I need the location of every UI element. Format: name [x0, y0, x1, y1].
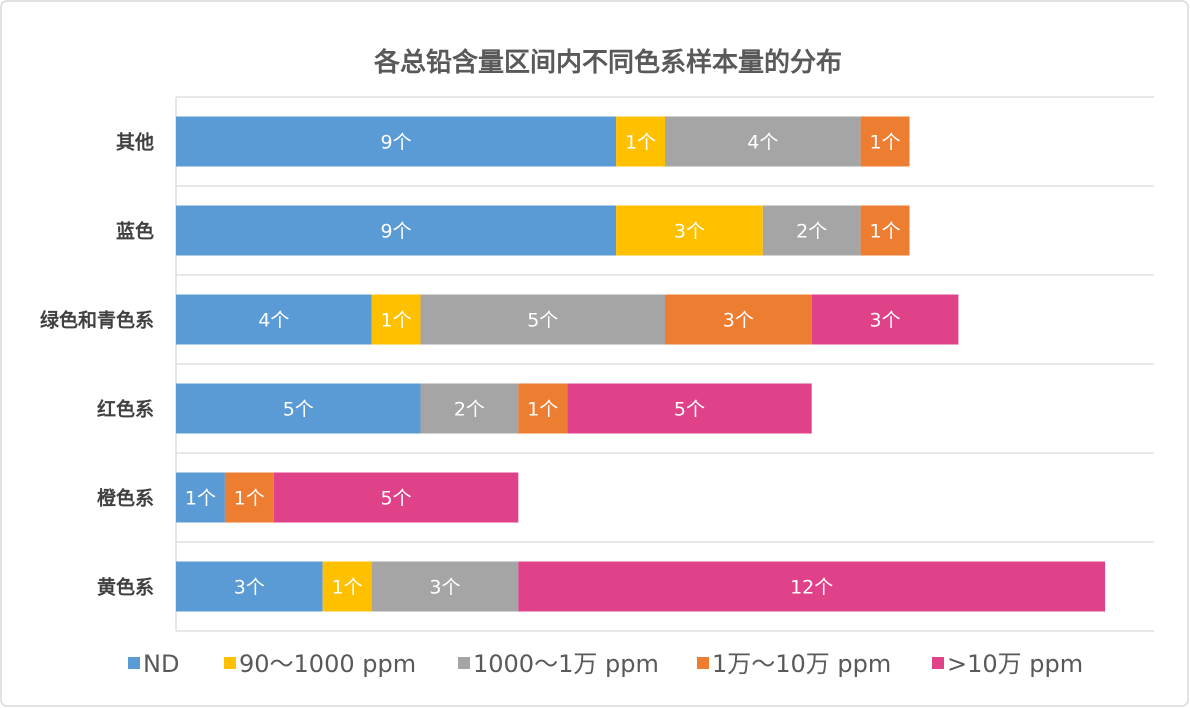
data-label: 1个	[870, 221, 901, 243]
category-label: 橙色系	[97, 487, 154, 510]
gridlines	[175, 96, 1154, 632]
data-label: 3个	[234, 577, 265, 599]
legend-label: ND	[143, 650, 179, 678]
data-label: 5个	[674, 399, 705, 421]
data-label: 2个	[454, 399, 485, 421]
data-label: 3个	[723, 310, 754, 332]
bar-segment	[616, 205, 763, 256]
data-label: 5个	[527, 310, 558, 332]
data-label: 3个	[429, 577, 460, 599]
legend-swatch	[224, 657, 236, 669]
category-label: 黄色系	[97, 576, 154, 599]
legend-label: >10万 ppm	[947, 650, 1083, 678]
legend-swatch	[932, 657, 944, 669]
data-label: 5个	[381, 488, 412, 510]
data-label: 1个	[625, 132, 656, 154]
bar-segment	[811, 294, 959, 345]
bar-segment	[371, 294, 421, 345]
data-label: 2个	[796, 221, 827, 243]
bar-segment	[616, 116, 665, 167]
data-label: 12个	[790, 577, 833, 599]
data-label: 9个	[381, 221, 412, 243]
category-label: 蓝色	[116, 220, 154, 243]
bar-segment	[176, 116, 617, 167]
data-label: 1个	[185, 488, 216, 510]
data-label: 3个	[870, 310, 901, 332]
bar-segment	[518, 561, 1106, 612]
data-label: 1个	[381, 310, 412, 332]
legend-swatch	[697, 657, 709, 669]
bar-segment	[371, 561, 519, 612]
legend-swatch	[458, 657, 470, 669]
data-label: 4个	[747, 132, 778, 154]
bar-segment	[518, 383, 568, 434]
bar-segment	[567, 383, 812, 434]
data-label: 1个	[870, 132, 901, 154]
bar-segment	[665, 294, 812, 345]
bar-segment	[273, 472, 519, 523]
category-label: 红色系	[97, 398, 154, 421]
bar-segment	[322, 561, 372, 612]
legend-label: 1万～10万 ppm	[712, 650, 891, 678]
bar-segment	[224, 472, 274, 523]
bar-segment	[176, 205, 617, 256]
bar-segment	[176, 472, 225, 523]
bar-segment	[420, 383, 519, 434]
bar-segment	[176, 294, 372, 345]
data-label: 9个	[381, 132, 412, 154]
data-label: 1个	[332, 577, 363, 599]
data-label: 5个	[283, 399, 314, 421]
bar-segment	[420, 294, 665, 345]
legend-label: 90～1000 ppm	[239, 650, 416, 678]
legend: ND 90～1000 ppm 1000～1万 ppm 1万～10万 ppm >10万 p…	[128, 650, 1083, 678]
data-label: 1个	[527, 399, 558, 421]
data-label: 4个	[258, 310, 289, 332]
data-label: 1个	[234, 488, 265, 510]
chart-title: 各总铅含量区间内不同色系样本量的分布	[373, 47, 842, 78]
data-label: 3个	[674, 221, 705, 243]
bars: 9个 1个 4个 1个 9个 3个 2个 1个 4个 1个 5个 3个 3个 5个 2个 1个 5个 1个 1个 5个…	[176, 116, 1106, 612]
bar-segment	[176, 561, 323, 612]
legend-label: 1000～1万 ppm	[473, 650, 659, 678]
bar-segment	[176, 383, 421, 434]
bar-segment	[665, 116, 861, 167]
bar-segment	[860, 205, 910, 256]
legend-swatch	[128, 657, 140, 669]
bar-segment	[762, 205, 861, 256]
category-label: 其他	[116, 131, 154, 154]
category-label: 绿色和青色系	[40, 309, 154, 332]
bar-segment	[860, 116, 910, 167]
